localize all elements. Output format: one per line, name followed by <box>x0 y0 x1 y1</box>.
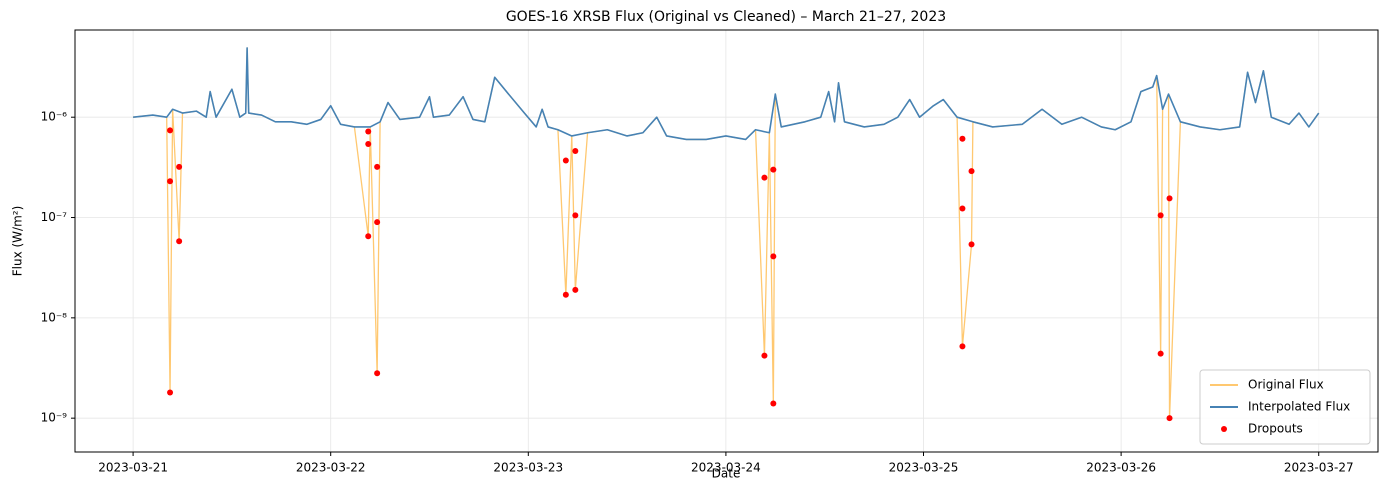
x-tick-label: 2023-03-23 <box>493 461 563 475</box>
x-tick-label: 2023-03-24 <box>691 461 761 475</box>
dropout-point <box>374 219 381 226</box>
dropout-point <box>968 168 975 175</box>
dropout-point <box>562 291 569 298</box>
dropout-point <box>959 135 966 142</box>
legend-label: Interpolated Flux <box>1248 400 1350 414</box>
axes: 2023-03-21 2023-03-22 2023-03-23 2023-03-24… <box>41 110 1354 475</box>
flux-line <box>133 47 1320 141</box>
dropout-point <box>176 163 183 170</box>
x-axis-label: Date <box>712 467 741 481</box>
dropout-point <box>959 343 966 350</box>
dropout-point <box>365 233 372 240</box>
dropout-point <box>761 352 768 359</box>
dropout-point <box>1166 415 1173 422</box>
dropout-point <box>572 286 579 293</box>
dropout-point <box>968 241 975 248</box>
dropout-point <box>374 370 381 377</box>
dropout-point <box>374 163 381 170</box>
dropout-point <box>167 389 174 396</box>
x-tick-label: 2023-03-27 <box>1284 461 1354 475</box>
y-tick-label: 10⁻⁹ <box>41 411 68 425</box>
x-tick-label: 2023-03-22 <box>296 461 366 475</box>
x-tick-label: 2023-03-25 <box>889 461 959 475</box>
plot-area <box>133 47 1320 422</box>
dropout-point <box>1157 350 1164 357</box>
legend: Original Flux Interpolated Flux Dropouts <box>1199 369 1371 445</box>
legend-label: Original Flux <box>1248 378 1324 392</box>
dropout-point <box>176 238 183 245</box>
dropout-point <box>167 127 174 134</box>
dropout-point <box>770 166 777 173</box>
dropout-point <box>761 174 768 181</box>
chart-title: GOES-16 XRSB Flux (Original vs Cleaned) … <box>506 9 946 25</box>
dropout-point <box>365 141 372 148</box>
legend-box <box>1199 369 1371 445</box>
y-axis-label: Flux (W/m²) <box>11 206 25 277</box>
dropout-point <box>770 400 777 407</box>
dropout-point <box>572 148 579 155</box>
dropout-point <box>562 157 569 164</box>
y-tick-label: 10⁻⁸ <box>41 310 68 324</box>
y-tick-label: 10⁻⁶ <box>41 110 68 124</box>
x-tick-label: 2023-03-26 <box>1086 461 1156 475</box>
y-tick-label: 10⁻⁷ <box>41 210 68 224</box>
legend-marker <box>1221 426 1227 432</box>
dropout-point <box>1166 195 1173 202</box>
dropout-point <box>1157 212 1164 219</box>
dropout-point <box>572 212 579 219</box>
axes-frame <box>74 29 1379 453</box>
grid <box>75 30 1378 452</box>
legend-label: Dropouts <box>1248 422 1303 436</box>
x-tick-label: 2023-03-21 <box>98 461 168 475</box>
dropout-point <box>770 253 777 260</box>
dropout-point <box>167 178 174 185</box>
dropout-point <box>365 128 372 135</box>
dropout-point <box>959 205 966 212</box>
